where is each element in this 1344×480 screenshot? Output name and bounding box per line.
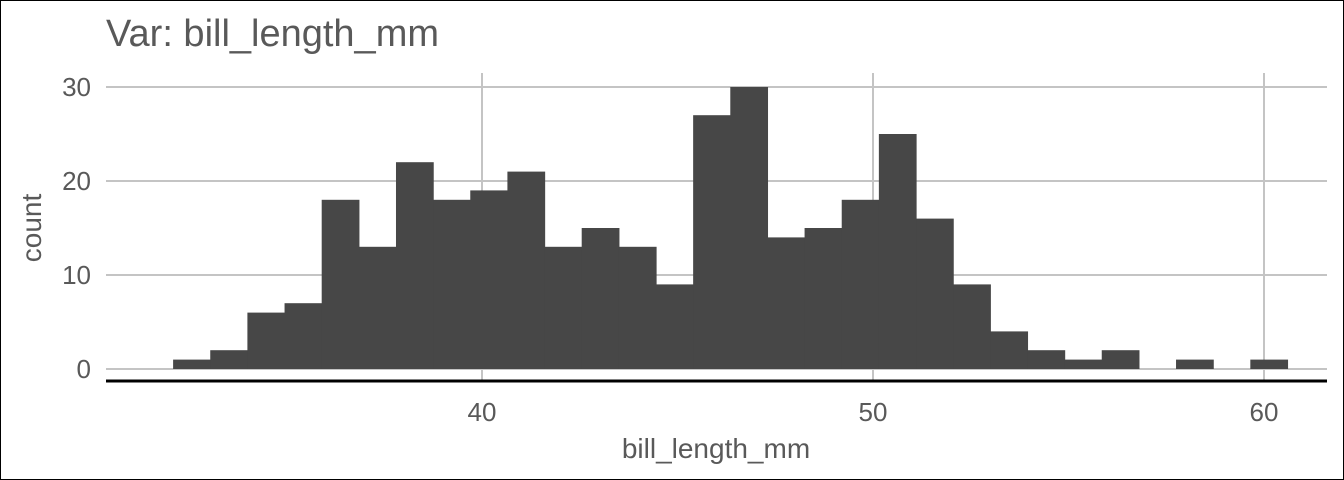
- x-tick-label: 60: [1250, 397, 1279, 427]
- histogram-bar: [433, 199, 471, 369]
- histogram-bar: [284, 303, 323, 369]
- y-tick-label: 20: [62, 166, 91, 196]
- histogram-bar: [210, 350, 248, 369]
- x-axis-title: bill_length_mm: [622, 433, 810, 464]
- histogram-bar: [470, 190, 509, 369]
- y-tick-label: 10: [62, 260, 91, 290]
- histogram-bar: [990, 331, 1029, 369]
- histogram-bar: [656, 284, 694, 369]
- histogram-bar: [878, 134, 917, 369]
- histogram-bar: [1027, 350, 1066, 369]
- histogram-bar: [1250, 359, 1289, 369]
- y-tick-label: 0: [77, 354, 91, 384]
- histogram-bar: [841, 199, 880, 369]
- histogram-bar: [544, 246, 583, 369]
- histogram-bar: [618, 246, 657, 369]
- histogram-bar: [804, 228, 843, 369]
- histogram-bar: [1064, 359, 1103, 369]
- histogram-bar: [1176, 359, 1214, 369]
- histogram-bar: [767, 237, 806, 369]
- histogram-bar: [247, 312, 286, 369]
- histogram-bar: [693, 115, 731, 369]
- histogram-bar: [321, 199, 360, 369]
- histogram-bar: [581, 228, 620, 369]
- histogram-bar: [358, 246, 397, 369]
- histogram-bar: [395, 162, 434, 369]
- histogram-bar: [730, 87, 769, 369]
- histogram-bar: [173, 359, 211, 369]
- histogram-bars: [173, 87, 1289, 369]
- histogram-bar: [953, 284, 991, 369]
- histogram-bar: [1101, 350, 1140, 369]
- x-tick-label: 40: [468, 397, 497, 427]
- histogram-bar: [507, 171, 546, 369]
- chart-title: Var: bill_length_mm: [106, 13, 440, 55]
- histogram-bar: [916, 218, 954, 369]
- x-tick-label: 50: [859, 397, 888, 427]
- y-tick-label: 30: [62, 72, 91, 102]
- tick-labels: 0 10 20 30 40 50 60: [62, 72, 1278, 427]
- y-axis-title: count: [16, 194, 47, 263]
